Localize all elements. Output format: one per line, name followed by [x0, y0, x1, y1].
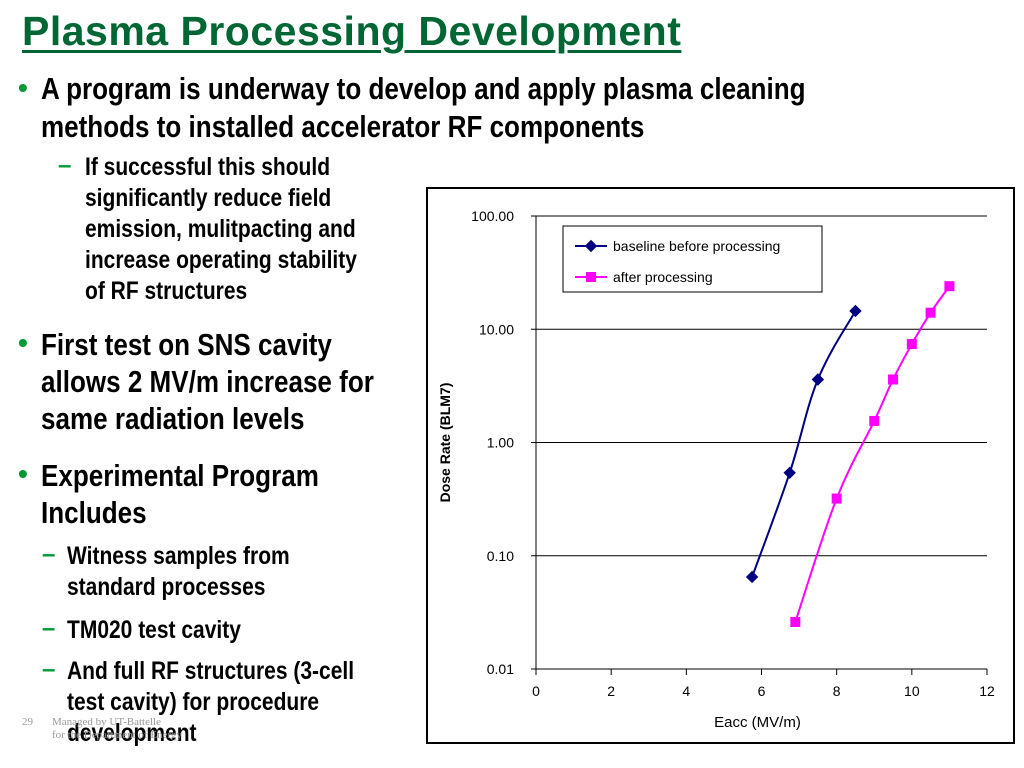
x-axis-title: Eacc (MV/m): [714, 714, 801, 731]
sub-bullet-tm020: TM020 test cavity: [67, 615, 241, 646]
x-tick-label: 8: [833, 683, 841, 699]
sub-bullet-marker: –: [42, 615, 56, 642]
sub-bullet-full-rf: And full RF structures (3-cell test cavi…: [67, 656, 354, 749]
x-tick-label: 4: [682, 683, 690, 699]
sub-bullet-line: significantly reduce field: [85, 184, 332, 212]
sub-bullet-marker: –: [42, 656, 56, 683]
x-tick-label: 10: [904, 683, 920, 699]
y-axis-title: Dose Rate (BLM7): [437, 383, 453, 503]
bullet-marker: •: [18, 72, 28, 103]
page-number: 29: [22, 716, 33, 728]
footer-line: Managed by UT-Battelle: [52, 716, 161, 728]
x-tick-label: 2: [607, 683, 615, 699]
data-point: [869, 415, 880, 426]
footer-line: for the Department of Energy: [52, 729, 182, 741]
legend-marker: [586, 272, 596, 282]
sub-bullet-line: And full RF structures (3-cell: [67, 657, 355, 685]
y-tick-label: 0.10: [487, 548, 514, 564]
series-line: [751, 310, 857, 578]
footer-text: Managed by UT-Battelle for the Departmen…: [52, 716, 182, 742]
bullet-marker: •: [18, 327, 28, 358]
data-point: [831, 493, 842, 504]
sub-bullet-line: test cavity) for procedure: [67, 688, 320, 716]
data-point: [811, 373, 825, 386]
y-tick-label: 1.00: [487, 435, 514, 451]
bullet-program: A program is underway to develop and app…: [41, 70, 806, 146]
bullet-line: Includes: [41, 495, 147, 530]
sub-bullet-line: Witness samples from: [67, 542, 290, 570]
bullet-line: A program is underway to develop and app…: [41, 71, 806, 106]
sub-bullet-line: TM020 test cavity: [67, 616, 241, 644]
bullet-line: methods to installed accelerator RF comp…: [41, 109, 645, 144]
data-point: [790, 617, 801, 628]
data-point: [783, 466, 796, 480]
x-tick-label: 6: [758, 683, 766, 699]
legend-box: [562, 225, 823, 293]
data-point: [745, 570, 759, 584]
bullet-line: First test on SNS cavity: [41, 327, 332, 362]
bullet-line: same radiation levels: [41, 401, 305, 436]
sub-bullet-line: If successful this should: [85, 153, 331, 181]
x-tick-label: 0: [532, 683, 540, 699]
sub-bullet-marker: –: [42, 541, 56, 568]
sub-bullet-line: emission, mulitpacting and: [85, 215, 356, 243]
bullet-experimental: Experimental Program Includes: [41, 457, 319, 531]
legend-label: baseline before processing: [613, 238, 780, 254]
legend-marker: [584, 239, 598, 253]
data-point: [906, 339, 917, 350]
y-tick-label: 0.01: [487, 661, 514, 677]
chart-frame: 100.00 10.00 1.00 0.10 0.01 0 2 4 6 8 10 12 Eacc (MV…: [426, 187, 1015, 744]
x-tick-label: 12: [979, 683, 995, 699]
bullet-marker: •: [18, 458, 28, 489]
data-point: [849, 304, 862, 318]
data-point: [925, 307, 936, 318]
sub-bullet-witness: Witness samples from standard processes: [67, 541, 290, 603]
sub-bullet-marker: –: [58, 152, 72, 179]
bullet-first-test: First test on SNS cavity allows 2 MV/m i…: [41, 326, 374, 437]
bullet-line: Experimental Program: [41, 458, 319, 493]
sub-bullet-successful: If successful this should significantly …: [85, 152, 357, 307]
slide-title: Plasma Processing Development: [22, 8, 682, 54]
sub-bullet-line: standard processes: [67, 573, 266, 601]
sub-bullet-line: increase operating stability: [85, 246, 357, 274]
bullet-line: allows 2 MV/m increase for: [41, 364, 374, 399]
y-tick-label: 100.00: [471, 208, 514, 224]
series-line: [794, 285, 951, 623]
sub-bullet-line: development: [67, 719, 197, 747]
sub-bullet-line: of RF structures: [85, 277, 248, 305]
data-point: [944, 281, 955, 292]
dose-rate-chart: 100.00 10.00 1.00 0.10 0.01 0 2 4 6 8 10 12 Eacc (MV…: [437, 208, 995, 731]
y-tick-label: 10.00: [479, 321, 514, 337]
legend-label: after processing: [613, 269, 713, 285]
data-point: [888, 374, 899, 385]
